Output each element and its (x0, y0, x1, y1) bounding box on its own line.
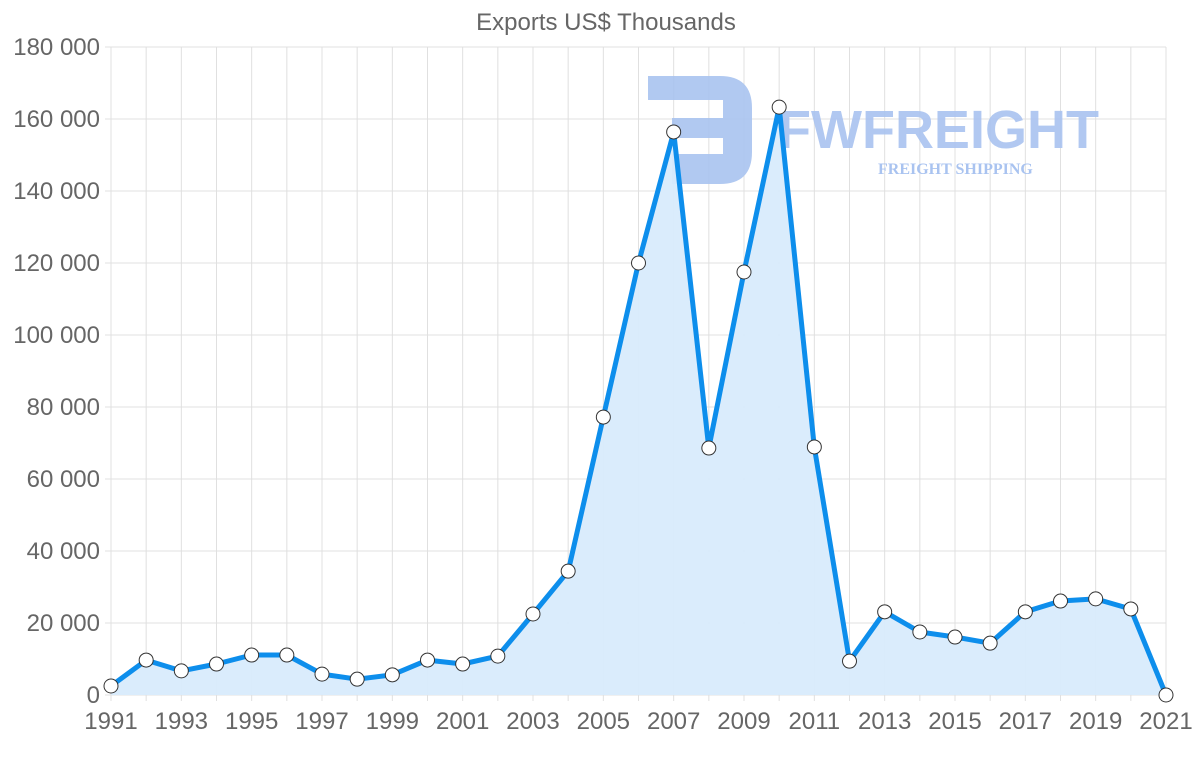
data-point[interactable] (1017, 604, 1033, 620)
data-point[interactable] (595, 409, 611, 425)
data-point[interactable] (842, 653, 857, 669)
x-tick-label: 2013 (858, 708, 911, 735)
y-tick-label: 140 000 (13, 178, 100, 205)
data-point[interactable] (1088, 591, 1104, 607)
x-tick-label: 2009 (717, 708, 770, 735)
data-point[interactable] (455, 656, 471, 672)
x-tick-label: 2007 (647, 708, 700, 735)
x-tick-label: 2003 (506, 708, 559, 735)
y-tick-label: 40 000 (27, 538, 100, 565)
y-tick-label: 100 000 (13, 322, 100, 349)
data-point[interactable] (666, 124, 682, 140)
data-point[interactable] (138, 652, 154, 668)
x-tick-label: 1999 (366, 708, 419, 735)
data-point[interactable] (701, 440, 717, 456)
data-point[interactable] (314, 666, 330, 682)
x-tick-label: 2019 (1069, 708, 1122, 735)
data-point[interactable] (103, 678, 119, 694)
data-point[interactable] (490, 648, 506, 664)
data-point[interactable] (560, 563, 576, 579)
watermark: FWFREIGHT FREIGHT SHIPPING (648, 76, 1099, 184)
data-point[interactable] (877, 604, 893, 620)
y-tick-label: 60 000 (27, 466, 100, 493)
data-point[interactable] (1158, 687, 1174, 703)
x-tick-label: 2015 (928, 708, 981, 735)
data-point[interactable] (384, 667, 400, 683)
data-point[interactable] (947, 629, 963, 645)
data-point[interactable] (806, 439, 822, 455)
x-tick-label: 2021 (1139, 708, 1192, 735)
x-tick-label: 2017 (999, 708, 1052, 735)
x-tick-label: 2005 (577, 708, 630, 735)
series-area-fill (111, 107, 1166, 696)
data-point[interactable] (349, 671, 365, 687)
watermark-tagline: FREIGHT SHIPPING (878, 161, 1033, 178)
data-point[interactable] (420, 652, 435, 668)
y-tick-label: 0 (87, 682, 100, 709)
y-tick-label: 160 000 (13, 106, 100, 133)
chart-title: Exports US$ Thousands (476, 9, 736, 36)
x-tick-label: 2011 (789, 708, 841, 735)
data-points (103, 99, 1174, 703)
data-point[interactable] (736, 264, 752, 280)
data-point[interactable] (631, 255, 646, 271)
watermark-brand: FWFREIGHT (778, 100, 1099, 160)
data-point[interactable] (209, 656, 224, 672)
y-tick-label: 80 000 (27, 394, 100, 421)
x-tick-label: 1991 (84, 708, 137, 735)
x-tick-label: 1993 (155, 708, 208, 735)
y-tick-label: 180 000 (13, 34, 100, 61)
x-axis-ticks: 1991 1993 1995 1997 1999 2001 2003 2005 2007 2009… (84, 708, 1192, 735)
data-point[interactable] (912, 624, 928, 640)
data-point[interactable] (1053, 593, 1068, 609)
data-point[interactable] (771, 99, 787, 115)
x-tick-label: 1997 (295, 708, 348, 735)
data-point[interactable] (173, 663, 189, 679)
y-tick-label: 120 000 (13, 250, 100, 277)
data-point[interactable] (982, 635, 998, 651)
y-tick-label: 20 000 (27, 610, 100, 637)
data-point[interactable] (1123, 601, 1139, 617)
y-axis-ticks: 0 20 000 40 000 60 000 80 000 100 000 120 000 1… (13, 34, 100, 709)
data-point[interactable] (244, 647, 260, 663)
x-tick-label: 1995 (225, 708, 278, 735)
data-point[interactable] (525, 606, 541, 622)
data-point[interactable] (279, 647, 295, 663)
x-tick-label: 2001 (436, 708, 489, 735)
